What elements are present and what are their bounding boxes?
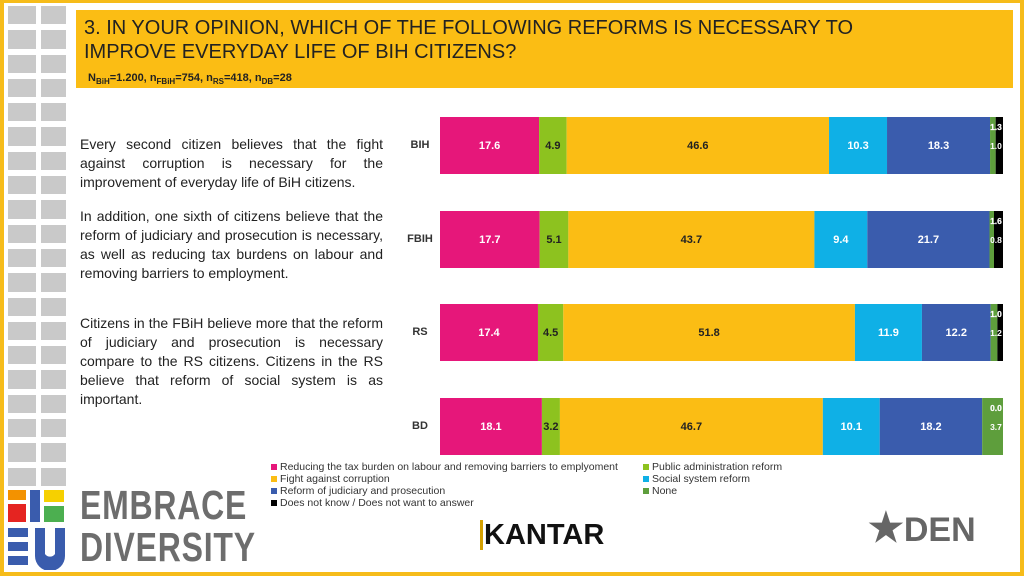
data-label: 17.7 — [479, 234, 500, 246]
header: 3. IN YOUR OPINION, WHICH OF THE FOLLOWI… — [76, 10, 1013, 88]
category-label: BIH — [411, 139, 430, 151]
bar-segment — [440, 398, 542, 455]
bar-segment — [995, 117, 1003, 174]
bar-segment — [829, 117, 888, 174]
data-label: 4.5 — [543, 327, 558, 339]
legend-item: Reducing the tax burden on labour and re… — [271, 461, 618, 473]
embrace-diversity-logo: EMBRACE DIVERSITY — [80, 482, 256, 570]
bar-segment — [879, 398, 983, 455]
legend-item: Does not know / Does not want to answer — [271, 497, 474, 509]
data-label: 5.1 — [546, 234, 561, 246]
bar-segment — [982, 398, 1003, 455]
data-label-dont-know: 1.3 — [990, 122, 1002, 132]
bar-segment — [867, 211, 990, 268]
stacked-bar-chart: BIH 17.6 4.9 46.6 10.3 18.3 1.3 1.0 FBIH 17.7 5.1 4… — [407, 117, 1003, 455]
bar-segment — [822, 398, 880, 455]
data-label: 46.7 — [681, 421, 702, 433]
insight-paragraph-3: Citizens in the FBiH believe more that t… — [80, 315, 383, 407]
bar-segment — [921, 304, 991, 361]
bar-segment — [541, 398, 560, 455]
legend-swatch — [271, 500, 277, 506]
category-label: RS — [412, 326, 427, 338]
bar-segment — [997, 304, 1003, 361]
legend-swatch — [643, 476, 649, 482]
legend-swatch — [271, 476, 277, 482]
data-label: 43.7 — [681, 234, 702, 246]
data-label: 21.7 — [918, 234, 939, 246]
data-label: 11.9 — [878, 327, 899, 339]
legend-item: Reform of judiciary and prosecution — [271, 485, 445, 497]
data-label: 10.1 — [841, 421, 862, 433]
legend-swatch — [643, 464, 649, 470]
eu-bih-decorative-column — [8, 6, 70, 486]
data-label: 3.2 — [543, 421, 558, 433]
insight-paragraph-2: In addition, one sixth of citizens belie… — [80, 208, 383, 281]
legend-item: Fight against corruption — [271, 473, 390, 485]
bar-segment — [566, 117, 830, 174]
data-label: 18.3 — [928, 140, 949, 152]
data-label: 4.9 — [545, 140, 560, 152]
bar-segment — [568, 211, 815, 268]
bar-segment — [993, 211, 1003, 268]
legend-swatch — [271, 488, 277, 494]
bar-segment — [440, 117, 540, 174]
sample-size: NBiH=1.200, nFBiH=754, nRS=418, nDB=28 — [88, 72, 292, 87]
data-label: 46.6 — [687, 140, 708, 152]
category-label: BD — [412, 420, 428, 432]
bar-segment — [537, 304, 564, 361]
data-label: 17.4 — [478, 327, 500, 339]
data-label: 51.8 — [698, 327, 719, 339]
data-label: 18.2 — [920, 421, 941, 433]
bar-segment — [989, 211, 994, 268]
data-label-dont-know: 1.0 — [990, 309, 1002, 319]
data-label-dont-know: 1.6 — [990, 216, 1002, 226]
insight-paragraph-1: Every second citizen believes that the f… — [80, 136, 383, 190]
bar-segment — [563, 304, 855, 361]
legend-item: None — [643, 485, 677, 497]
bih-eu-logo — [8, 490, 65, 570]
data-label: 10.3 — [847, 140, 868, 152]
legend-swatch — [271, 464, 277, 470]
bar-segment — [440, 211, 540, 268]
bar-segment — [990, 117, 996, 174]
den-logo: ★DEN — [868, 506, 976, 550]
data-label: 17.6 — [479, 140, 500, 152]
data-label-none: 1.0 — [990, 141, 1002, 151]
data-label-none: 1.2 — [990, 328, 1002, 338]
category-label: FBIH — [407, 233, 433, 245]
kantar-logo: KANTAR — [480, 520, 604, 550]
bar-segment — [854, 304, 922, 361]
data-label-none: 0.8 — [990, 235, 1002, 245]
legend-item: Social system reform — [643, 473, 750, 485]
legend-swatch — [643, 488, 649, 494]
bar-segment — [440, 304, 538, 361]
data-label-none: 3.7 — [990, 422, 1002, 432]
bar-segment — [814, 211, 868, 268]
data-label: 9.4 — [833, 234, 849, 246]
bar-segment — [990, 304, 998, 361]
slide-title: 3. IN YOUR OPINION, WHICH OF THE FOLLOWI… — [84, 17, 854, 63]
data-label-dont-know: 0.0 — [990, 403, 1002, 413]
legend-item: Public administration reform — [643, 461, 782, 473]
bar-segment — [887, 117, 991, 174]
bar-segment — [539, 211, 569, 268]
data-label: 12.2 — [946, 327, 967, 339]
bar-segment — [559, 398, 823, 455]
bar-segment — [539, 117, 567, 174]
data-label: 18.1 — [480, 421, 501, 433]
